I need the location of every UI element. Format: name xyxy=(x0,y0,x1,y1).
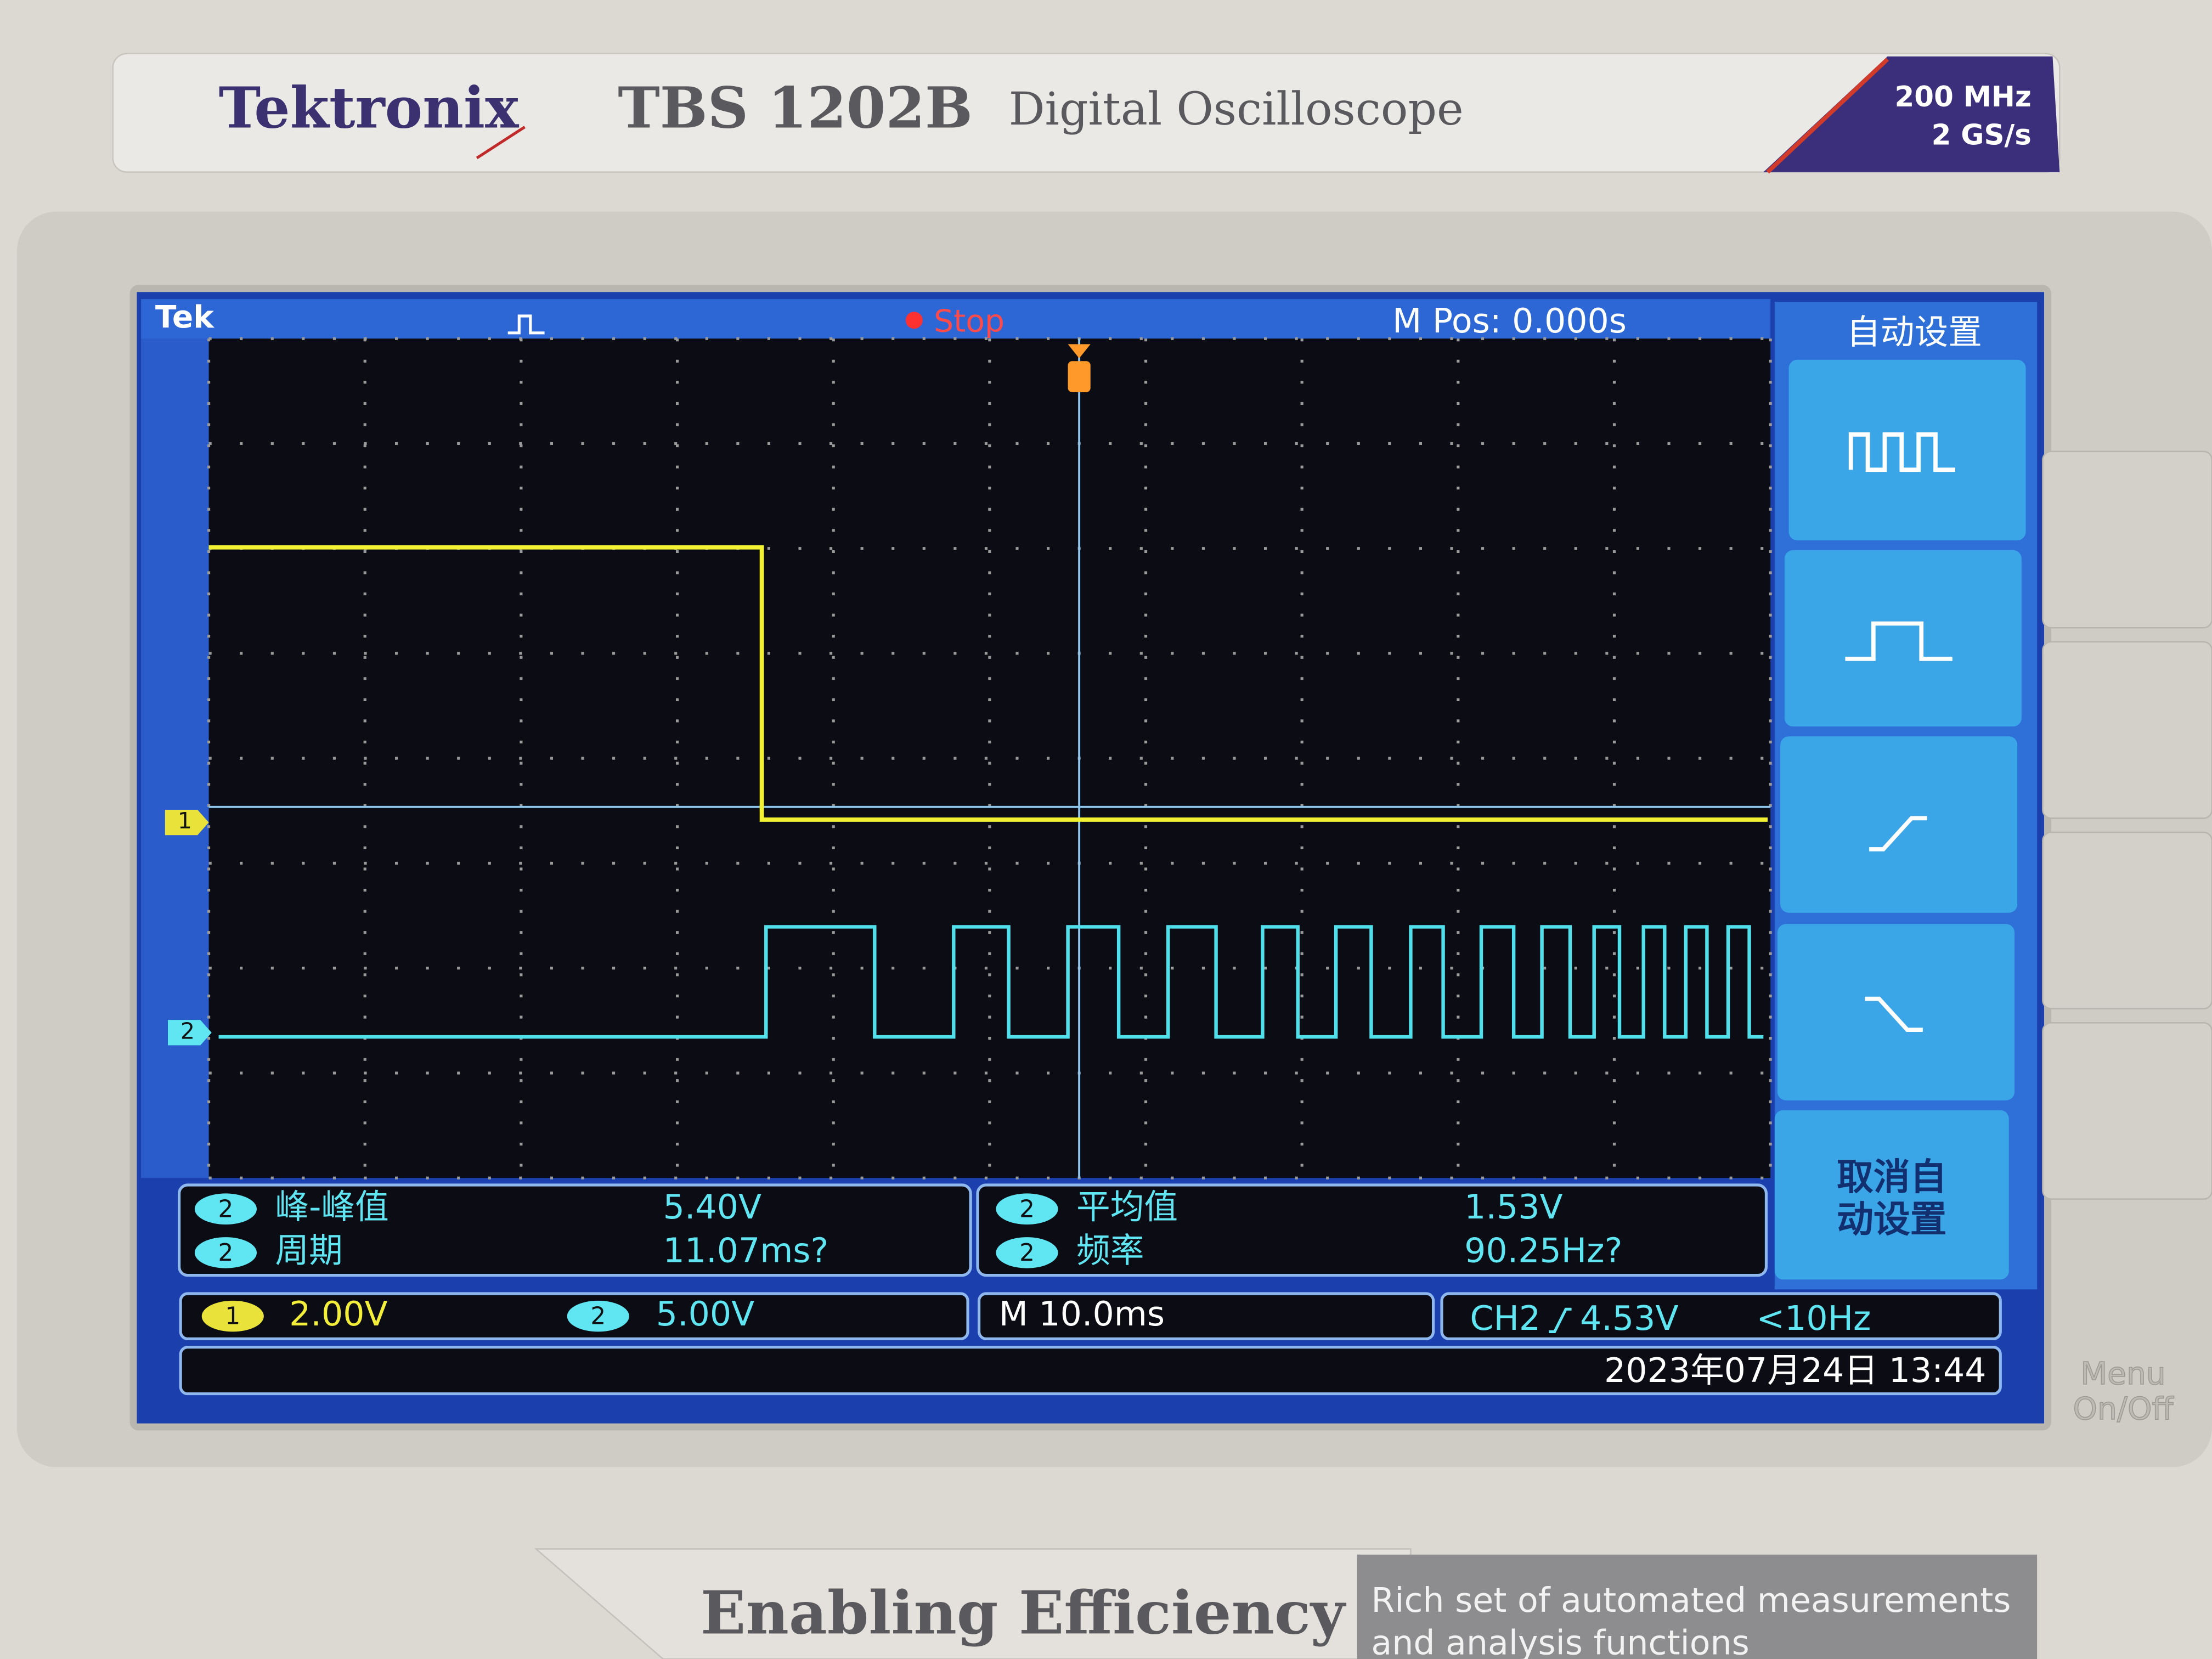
autoset-multi-cycle[interactable] xyxy=(1788,359,2026,540)
channel-badge xyxy=(996,1193,1058,1224)
brand: Tektronix xyxy=(219,75,520,141)
channel-badge-label: 2 xyxy=(1019,1195,1035,1223)
acquisition-status: Stop xyxy=(934,303,1005,339)
measurements: 2 峰-峰值 5.40V 2 周期 11.07ms? 2 平均值 1.53V 2 频率 90.25Hz… xyxy=(194,1187,1622,1271)
channel-badge-label: 2 xyxy=(218,1195,234,1223)
ch1-marker-label: 1 xyxy=(178,808,192,834)
spec-badge xyxy=(1763,56,2060,172)
channel-badge xyxy=(194,1237,257,1268)
ch1-scale: 2.00V xyxy=(289,1294,388,1334)
trigger-arrow xyxy=(1068,344,1091,359)
brand-swoosh xyxy=(476,126,526,160)
measurement-value: 1.53V xyxy=(1464,1187,1563,1227)
badge-stripe xyxy=(1766,58,1889,174)
trigger-type-icon xyxy=(507,314,545,335)
graticule xyxy=(208,338,1771,1178)
ch2-marker xyxy=(168,1020,212,1046)
measurement-label: 平均值 xyxy=(1076,1187,1178,1227)
menu-button-label-2: On/Off xyxy=(2073,1391,2175,1427)
top-bar xyxy=(141,299,1771,339)
channel-badge-label: 2 xyxy=(1019,1239,1035,1267)
multi-cycle-icon xyxy=(1848,432,1956,472)
feature-panel xyxy=(1357,1554,2038,1659)
logo: Tek xyxy=(155,299,215,335)
side-button[interactable] xyxy=(2042,831,2212,1009)
trigger-box xyxy=(1440,1292,2002,1340)
slogan: Enabling Efficiency xyxy=(701,1579,1347,1648)
cancel-autoset-line-1: 取消自 xyxy=(1837,1155,1947,1198)
sample-rate: 2 GS/s xyxy=(1932,119,2032,151)
measurement-box-right xyxy=(976,1183,1768,1277)
trigger-source: CH2 xyxy=(1470,1299,1541,1338)
trigger-slope-icon xyxy=(1549,1307,1572,1333)
trigger-level: 4.53V xyxy=(1580,1299,1679,1338)
ch2-marker-label: 2 xyxy=(180,1018,195,1044)
timebase: M 10.0ms xyxy=(999,1294,1165,1334)
horizontal-position: M Pos: 0.000s xyxy=(1392,301,1627,341)
stop-dot xyxy=(905,312,923,329)
ch1-badge-label: 1 xyxy=(225,1302,240,1330)
trigger-position-marker xyxy=(1068,361,1091,392)
measurement-value: 90.25Hz? xyxy=(1464,1231,1622,1271)
ch1-badge xyxy=(201,1300,264,1332)
ch1-marker xyxy=(165,810,209,836)
side-button[interactable] xyxy=(2042,641,2212,819)
trigger-frequency: <10Hz xyxy=(1756,1299,1871,1338)
autoset-falling-edge[interactable] xyxy=(1778,924,2015,1101)
product: Digital Oscilloscope xyxy=(1009,83,1464,136)
measurement-label: 频率 xyxy=(1076,1231,1144,1271)
measurement-label: 峰-峰值 xyxy=(275,1187,388,1227)
autoset-single-cycle[interactable] xyxy=(1784,550,2022,727)
model: TBS 1202B xyxy=(618,75,973,141)
bandwidth: 200 MHz xyxy=(1895,81,2032,114)
ch2-badge-label: 2 xyxy=(590,1302,606,1330)
menu-button-label-1: Menu xyxy=(2080,1356,2165,1392)
ch1-trace xyxy=(208,545,1768,822)
side-button[interactable] xyxy=(2042,450,2212,629)
feature-line-2: and analysis functions xyxy=(1371,1623,1749,1659)
header-banner xyxy=(112,53,2061,173)
measurement-value: 11.07ms? xyxy=(663,1231,829,1271)
falling-edge-icon xyxy=(1865,996,1923,1032)
timebase-box xyxy=(978,1292,1435,1340)
ch2-scale: 5.00V xyxy=(656,1294,755,1334)
channel-badge xyxy=(194,1193,257,1224)
measurement-value: 5.40V xyxy=(663,1187,762,1227)
ch2-trace xyxy=(218,925,1764,1039)
date-bar xyxy=(179,1346,2002,1396)
cancel-autoset[interactable] xyxy=(1774,1110,2009,1280)
ch2-badge xyxy=(567,1300,629,1332)
side-button[interactable] xyxy=(2042,1022,2212,1200)
channel-badge-label: 2 xyxy=(218,1239,234,1267)
rising-edge-icon xyxy=(1869,816,1927,851)
measurement-label: 周期 xyxy=(275,1231,342,1271)
lower-panel xyxy=(534,1548,1412,1659)
feature-line-1: Rich set of automated measurements xyxy=(1371,1581,2011,1620)
autoset-rising-edge[interactable] xyxy=(1780,736,2018,913)
cancel-autoset-line-2: 动设置 xyxy=(1837,1198,1947,1240)
measurement-box-left xyxy=(178,1183,972,1277)
menu-title: 自动设置 xyxy=(1847,313,1982,352)
channel-badge xyxy=(996,1237,1058,1268)
left-strip xyxy=(141,338,212,1178)
datetime: 2023年07月24日 13:44 xyxy=(1604,1351,1987,1390)
single-cycle-icon xyxy=(1845,621,1953,661)
